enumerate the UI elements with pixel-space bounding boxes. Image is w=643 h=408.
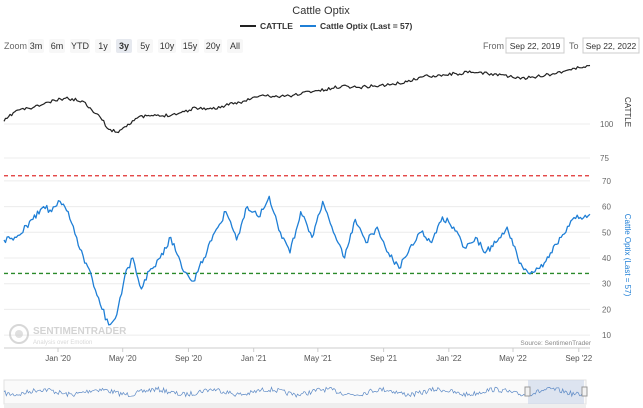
series-line-cattle — [3, 64, 591, 134]
x-axis: Jan '20 May '20 Sep '20 Jan '21 May '21 Sep '… — [4, 347, 593, 363]
x-tick-label: Jan '21 — [241, 354, 267, 363]
zoom-button-label: 20y — [206, 41, 221, 51]
navigator-handle-left[interactable] — [524, 386, 531, 397]
upper-axis-title: CATTLE — [623, 97, 632, 127]
zoom-button-3m[interactable]: 3m — [28, 39, 44, 53]
zoom-button-10y[interactable]: 10y — [158, 39, 176, 53]
legend: CATTLE Cattle Optix (Last = 57) — [240, 21, 413, 31]
range-to-label: To — [569, 41, 579, 51]
lower-y-tick-label: 50 — [602, 228, 611, 237]
x-tick-label: May '20 — [109, 354, 137, 363]
navigator-series — [3, 386, 585, 398]
zoom-button-20y[interactable]: 20y — [204, 39, 222, 53]
zoom-button-label: 3y — [119, 41, 129, 51]
zoom-button-label: 15y — [183, 41, 198, 51]
x-tick-label: Sep '20 — [175, 354, 202, 363]
zoom-button-label: 10y — [160, 41, 175, 51]
zoom-button-15y[interactable]: 15y — [181, 39, 199, 53]
zoom-button-5y[interactable]: 5y — [137, 39, 153, 53]
range-from-input[interactable]: Sep 22, 2019 — [510, 41, 561, 51]
legend-item-optix[interactable]: Cattle Optix (Last = 57) — [300, 21, 413, 31]
zoom-button-label: 1y — [98, 41, 108, 51]
zoom-button-1y[interactable]: 1y — [95, 39, 111, 53]
range-to-input[interactable]: Sep 22, 2022 — [586, 41, 637, 51]
range-to-input-box[interactable] — [582, 37, 640, 54]
lower-y-tick-label: 30 — [602, 280, 611, 289]
scrollbar-track[interactable] — [4, 404, 586, 408]
range-from-input-box[interactable] — [505, 37, 565, 54]
sentimentrader-logo: SENTIMENTRADER Analysis over Emotion — [9, 324, 127, 346]
zoom-buttons: 3m 6m YTD 1y 3y 5y 10y 15y 20y All — [28, 39, 243, 53]
lower-y-tick-label: 20 — [602, 305, 611, 314]
upper-grid — [4, 123, 590, 159]
series-layer — [3, 64, 591, 326]
navigator-window[interactable] — [528, 380, 584, 404]
zoom-button-ytd[interactable]: YTD — [70, 39, 90, 53]
lower-y-tick-label: 10 — [602, 331, 611, 340]
legend-label-optix: Cattle Optix (Last = 57) — [320, 21, 413, 31]
legend-label-cattle: CATTLE — [260, 21, 293, 31]
zoom-button-6m[interactable]: 6m — [49, 39, 65, 53]
upper-y-axis: 75 100 — [600, 120, 614, 163]
lower-y-tick-label: 70 — [602, 177, 611, 186]
legend-item-cattle[interactable]: CATTLE — [240, 21, 293, 31]
zoom-button-all[interactable]: All — [227, 39, 243, 53]
source-credit: Source: SentimenTrader — [520, 340, 591, 347]
logo-tagline: Analysis over Emotion — [33, 340, 92, 346]
upper-y-tick-label: 75 — [600, 154, 609, 163]
chart-title: Cattle Optix — [292, 5, 350, 17]
upper-y-tick-label: 100 — [600, 120, 614, 129]
lower-y-tick-label: 60 — [602, 203, 611, 212]
zoom-button-label: 6m — [51, 41, 64, 51]
x-tick-label: May '22 — [499, 354, 527, 363]
logo-name: SENTIMENTRADER — [33, 326, 127, 337]
x-tick-label: Sep '22 — [565, 354, 592, 363]
navigator[interactable] — [3, 379, 588, 405]
reference-lines — [4, 175, 590, 275]
zoom-button-label: YTD — [71, 41, 90, 51]
zoom-label: Zoom — [4, 41, 27, 51]
lower-y-tick-label: 40 — [602, 254, 611, 263]
x-tick-label: May '21 — [304, 354, 332, 363]
lower-y-axis: 10 20 30 40 50 60 70 — [602, 177, 611, 340]
series-line-optix — [3, 195, 591, 326]
x-tick-label: Jan '20 — [45, 354, 71, 363]
range-from-label: From — [483, 41, 504, 51]
zoom-button-label: 3m — [30, 41, 43, 51]
lower-grid — [4, 180, 590, 336]
zoom-button-3y[interactable]: 3y — [116, 39, 132, 53]
x-tick-label: Jan '22 — [436, 354, 462, 363]
navigator-handle-right[interactable] — [581, 386, 588, 397]
zoom-button-label: All — [230, 41, 240, 51]
lower-axis-title: Cattle Optix (Last = 57) — [623, 214, 632, 297]
x-tick-label: Sep '21 — [370, 354, 397, 363]
zoom-button-label: 5y — [140, 41, 150, 51]
